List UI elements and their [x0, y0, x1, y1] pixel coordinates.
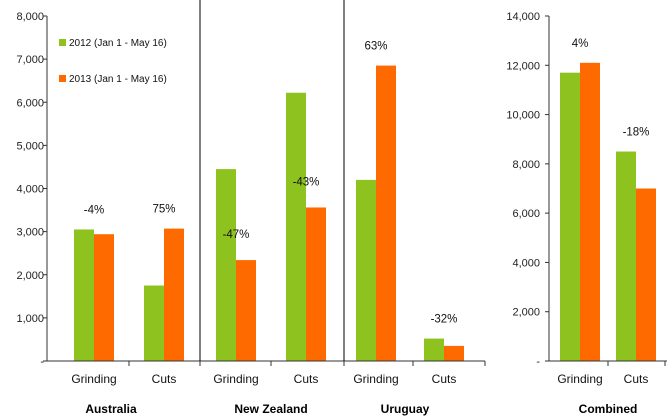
bar-new-zealand-grinding-2013 — [236, 260, 256, 361]
bar-combined-grinding-2013 — [580, 62, 600, 361]
change-label: -32% — [431, 314, 458, 326]
right-tick-label: 8,000 — [512, 159, 540, 171]
category-label: Grinding — [557, 372, 602, 386]
bar-new-zealand-cuts-2012 — [286, 92, 306, 361]
legend-label: 2012 (Jan 1 - May 16) — [69, 38, 167, 49]
change-label: -4% — [84, 204, 104, 216]
right-tick-label: 10,000 — [506, 110, 540, 122]
right-tick-label: 2,000 — [512, 307, 540, 319]
change-label: 4% — [572, 38, 589, 50]
bar-combined-grinding-2012 — [560, 72, 580, 361]
left-tick-label: 8,000 — [16, 11, 44, 23]
bar-australia-grinding-2012 — [74, 229, 94, 361]
category-label: Grinding — [353, 372, 398, 386]
legend: 2012 (Jan 1 - May 16) 2013 (Jan 1 - May 1… — [59, 38, 167, 85]
change-label: -47% — [223, 229, 250, 241]
legend-swatch — [59, 39, 66, 46]
category-label: Cuts — [294, 372, 319, 386]
left-tick-label: 4,000 — [16, 184, 44, 196]
right-tick-label: 4,000 — [512, 257, 540, 269]
bar-australia-cuts-2013 — [164, 228, 184, 361]
right-tick-label: 14,000 — [506, 11, 540, 23]
group-label-australia: Australia — [85, 402, 137, 416]
left-tick-label: 2,000 — [16, 270, 44, 282]
bar-uruguay-cuts-2013 — [444, 345, 464, 361]
right-tick-label: - — [536, 356, 540, 368]
group-label-new-zealand: New Zealand — [234, 402, 307, 416]
change-label: 63% — [364, 41, 387, 53]
bar-australia-grinding-2013 — [94, 234, 114, 361]
bar-new-zealand-grinding-2012 — [216, 169, 236, 361]
bar-new-zealand-cuts-2013 — [306, 207, 326, 361]
left-tick-label: 5,000 — [16, 140, 44, 152]
legend-swatch — [59, 75, 66, 82]
category-label: Grinding — [213, 372, 258, 386]
left-tick-label: 3,000 — [16, 227, 44, 239]
category-label: Cuts — [152, 372, 177, 386]
group-label-uruguay: Uruguay — [381, 402, 430, 416]
left-tick-label: 1,000 — [16, 313, 44, 325]
right-y-axis-ticks: - 2,000 4,000 6,000 8,000 10,000 12,000 14,000 — [506, 11, 549, 368]
left-tick-label: - — [40, 356, 44, 368]
bar-uruguay-grinding-2012 — [356, 179, 376, 361]
right-tick-label: 12,000 — [506, 60, 540, 72]
bar-uruguay-grinding-2013 — [376, 65, 396, 361]
category-label: Grinding — [71, 372, 116, 386]
right-tick-label: 6,000 — [512, 208, 540, 220]
bar-australia-cuts-2012 — [144, 285, 164, 361]
bar-combined-cuts-2013 — [636, 188, 656, 361]
bar-combined-cuts-2012 — [616, 151, 636, 361]
change-label: -43% — [293, 176, 320, 188]
bar-uruguay-cuts-2012 — [424, 338, 444, 361]
left-tick-label: 6,000 — [16, 97, 44, 109]
labels-layer: -4%Grinding75%CutsAustralia-47%Grinding-… — [71, 38, 649, 416]
legend-label: 2013 (Jan 1 - May 16) — [69, 74, 167, 85]
left-tick-label: 7,000 — [16, 54, 44, 66]
bars-layer — [74, 62, 656, 361]
category-label: Cuts — [432, 372, 457, 386]
category-label: Cuts — [624, 372, 649, 386]
group-label-combined: Combined — [579, 402, 638, 416]
change-label: 75% — [152, 204, 175, 216]
change-label: -18% — [623, 127, 650, 139]
left-y-axis-ticks: - 1,000 2,000 3,000 4,000 5,000 6,000 7,000 8,00… — [16, 11, 47, 368]
axes-and-dividers — [46, 0, 667, 366]
